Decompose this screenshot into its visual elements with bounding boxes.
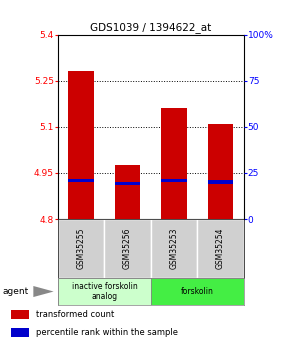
Text: transformed count: transformed count [36,310,115,319]
Bar [115,182,140,185]
Text: inactive forskolin
analog: inactive forskolin analog [72,282,137,301]
Text: GSM35254: GSM35254 [216,228,225,269]
Text: percentile rank within the sample: percentile rank within the sample [36,328,178,337]
Bar [58,219,104,278]
Bar [11,310,29,319]
Text: GSM35255: GSM35255 [77,228,86,269]
Bar [208,180,233,184]
Bar [58,278,151,305]
Polygon shape [33,286,54,297]
Text: forskolin: forskolin [181,287,214,296]
Bar [151,278,244,305]
Bar [208,124,233,219]
Bar [197,219,244,278]
Bar [104,219,151,278]
Text: GSM35256: GSM35256 [123,228,132,269]
Bar [161,108,187,219]
Bar [68,179,94,182]
Bar [161,179,187,182]
Bar [151,219,197,278]
Bar [115,165,140,219]
Text: agent: agent [3,287,29,296]
Bar [68,71,94,219]
Text: GSM35253: GSM35253 [169,228,179,269]
Title: GDS1039 / 1394622_at: GDS1039 / 1394622_at [90,22,211,33]
Bar [11,328,29,337]
